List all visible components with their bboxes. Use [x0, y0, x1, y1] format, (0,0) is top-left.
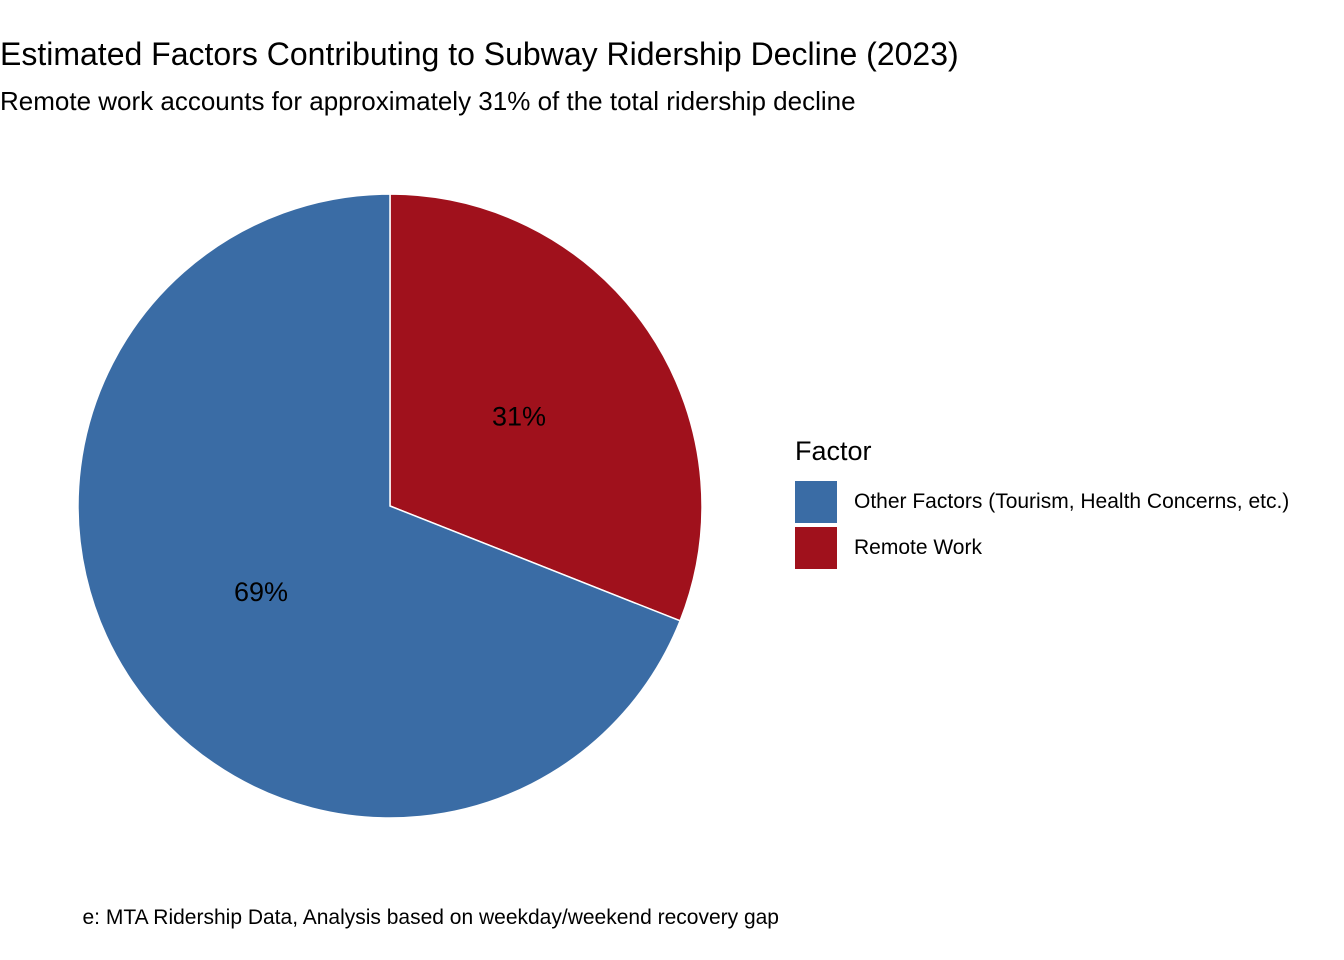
legend-label-other-factors: Other Factors (Tourism, Health Concerns,…: [854, 490, 1290, 513]
pie-slice-other-factors: [77, 193, 682, 819]
legend-item-other-factors: Other Factors (Tourism, Health Concerns,…: [795, 479, 1289, 525]
chart-subtitle: Remote work accounts for approximately 3…: [0, 86, 856, 116]
legend-title: Factor: [795, 436, 872, 466]
legend-item-remote-work: Remote Work: [795, 525, 1289, 571]
data-label-other-factors: 69%: [234, 577, 288, 607]
pie-slice-remote-work: [389, 193, 703, 622]
data-label-remote-work: 31%: [492, 401, 546, 431]
chart-caption: e: MTA Ridership Data, Analysis based on…: [82, 906, 780, 929]
legend-swatch-other-factors: [795, 481, 837, 523]
legend-label-remote-work: Remote Work: [854, 536, 982, 559]
legend-swatch-remote-work: [795, 527, 837, 569]
chart-title: Estimated Factors Contributing to Subway…: [0, 36, 959, 72]
legend: Factor Other Factors (Tourism, Health Co…: [795, 436, 1289, 571]
